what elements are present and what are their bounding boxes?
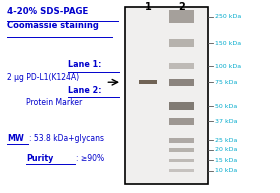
Text: Lane 2:: Lane 2: xyxy=(68,86,101,95)
Text: 250 kDa: 250 kDa xyxy=(215,14,241,19)
FancyBboxPatch shape xyxy=(169,39,194,47)
FancyBboxPatch shape xyxy=(169,10,194,23)
Text: 75 kDa: 75 kDa xyxy=(215,80,237,85)
Text: 2: 2 xyxy=(178,2,185,12)
FancyBboxPatch shape xyxy=(125,7,208,184)
Text: Lane 1:: Lane 1: xyxy=(68,60,101,69)
Text: 20 kDa: 20 kDa xyxy=(215,147,237,152)
Text: 4-20% SDS-PAGE: 4-20% SDS-PAGE xyxy=(7,7,88,16)
Text: Purity: Purity xyxy=(26,154,54,163)
FancyBboxPatch shape xyxy=(169,138,194,143)
Text: MW: MW xyxy=(7,134,24,143)
FancyBboxPatch shape xyxy=(139,80,157,84)
Text: 2 μg PD-L1(K124A): 2 μg PD-L1(K124A) xyxy=(7,73,79,82)
Text: 15 kDa: 15 kDa xyxy=(215,158,237,163)
FancyBboxPatch shape xyxy=(169,63,194,69)
FancyBboxPatch shape xyxy=(169,169,194,172)
Text: : 53.8 kDa+glycans: : 53.8 kDa+glycans xyxy=(29,134,104,143)
Text: 10 kDa: 10 kDa xyxy=(215,168,237,173)
Text: 1: 1 xyxy=(145,2,151,12)
Text: 50 kDa: 50 kDa xyxy=(215,103,237,108)
Text: 100 kDa: 100 kDa xyxy=(215,63,241,69)
FancyBboxPatch shape xyxy=(169,102,194,110)
Text: : ≥90%: : ≥90% xyxy=(76,154,104,163)
Text: 37 kDa: 37 kDa xyxy=(215,119,237,124)
FancyBboxPatch shape xyxy=(169,118,194,124)
FancyBboxPatch shape xyxy=(169,158,194,162)
Text: 150 kDa: 150 kDa xyxy=(215,41,241,46)
Text: Protein Marker: Protein Marker xyxy=(26,98,83,107)
FancyBboxPatch shape xyxy=(169,148,194,152)
Text: 25 kDa: 25 kDa xyxy=(215,138,237,143)
Text: Coomassie staining: Coomassie staining xyxy=(7,21,99,30)
FancyBboxPatch shape xyxy=(169,79,194,85)
